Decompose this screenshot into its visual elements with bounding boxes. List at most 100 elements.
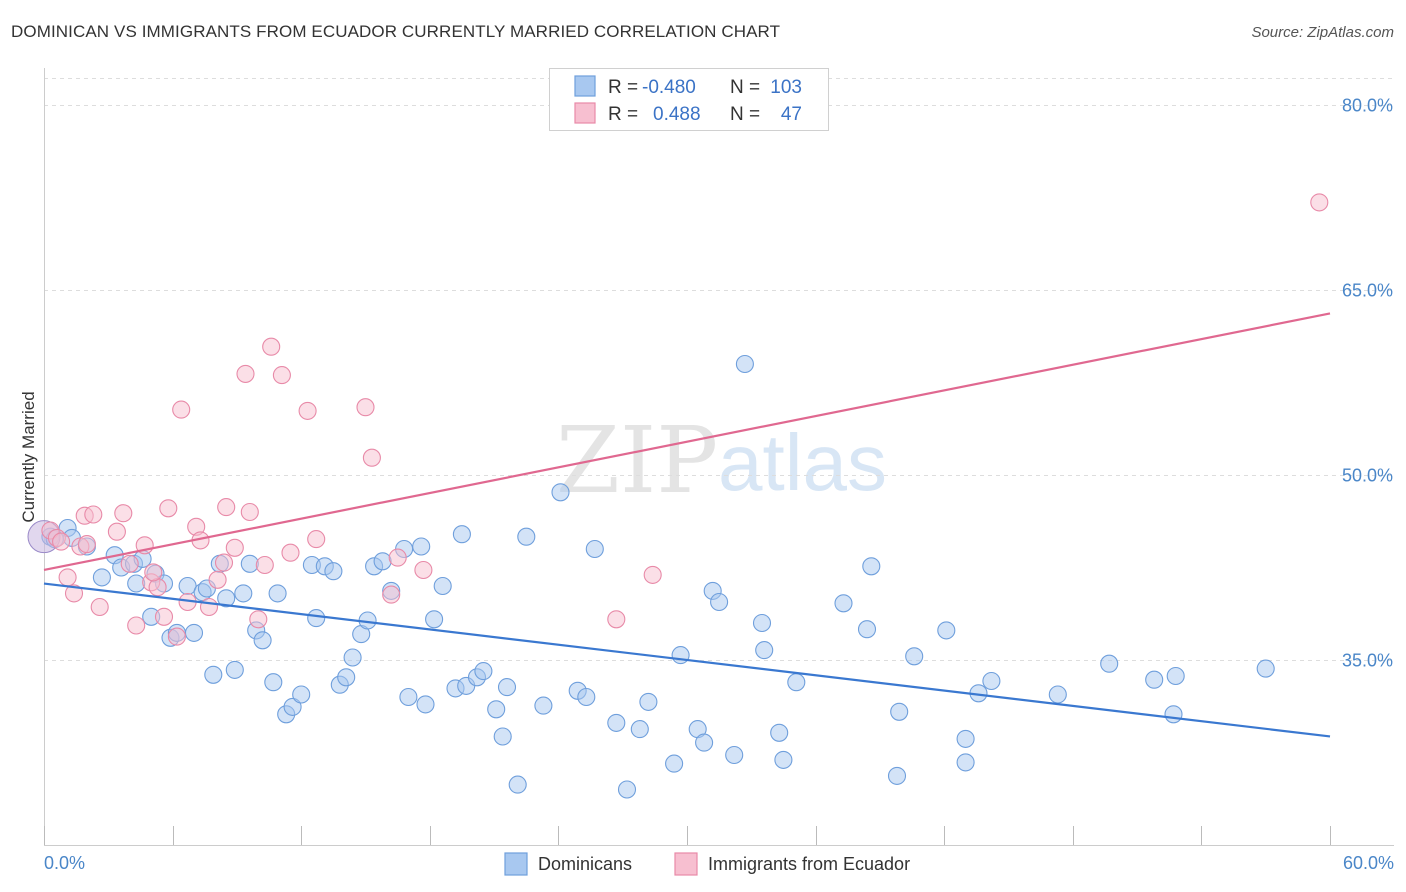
legend-n-label-1: N = (730, 77, 760, 98)
ecuador-point (84, 505, 103, 524)
bottom-legend-swatch-pink (674, 852, 698, 876)
ecuador-point (77, 535, 96, 554)
ecuador-point (240, 502, 259, 522)
ecuador-point (52, 532, 71, 551)
dominicans-point (890, 702, 909, 721)
ecuador-point (107, 522, 126, 541)
dominicans-point (184, 623, 204, 642)
x-tick-label-min: 0.0% (44, 853, 85, 873)
ecuador-point (281, 543, 300, 562)
watermark-atlas: atlas (718, 418, 887, 507)
dominicans-point (433, 576, 452, 596)
ecuador-point (272, 366, 291, 385)
ecuador-point (356, 398, 375, 417)
ecuador-point (307, 530, 326, 549)
bottom-legend-swatch-blue (504, 852, 528, 876)
legend-swatch-blue (574, 75, 596, 97)
dominicans-point (834, 594, 853, 613)
dominicans-point (982, 671, 1001, 691)
ecuador-point (208, 570, 227, 589)
ecuador-point (172, 400, 191, 419)
dominicans-point (240, 554, 259, 573)
ecuador-point (120, 554, 139, 573)
dominicans-point (127, 574, 146, 593)
dominicans-point (324, 562, 343, 581)
dominicans-point (752, 613, 772, 633)
legend-n-value-2: 47 (781, 104, 802, 125)
dominicans-trend-line (43, 582, 1331, 738)
dominicans-point (1166, 666, 1185, 686)
legend-r-label-2: R = (608, 104, 638, 125)
dominicans-point (665, 754, 684, 773)
dominicans-point (373, 552, 392, 571)
dominicans-point (234, 584, 253, 603)
dominicans-point (474, 662, 493, 681)
dominicans-point (956, 753, 975, 772)
dominicans-point (887, 766, 907, 785)
chart-title: DOMINICAN VS IMMIGRANTS FROM ECUADOR CUR… (11, 22, 781, 41)
stats-legend: R = -0.480 N = 103 R = 0.488 N = 47 (549, 68, 829, 131)
legend-n-label-2: N = (730, 104, 760, 125)
dominicans-point (534, 696, 553, 715)
ecuador-point (58, 568, 77, 587)
bottom-legend-label-dominicans: Dominicans (538, 854, 632, 874)
dominicans-point (268, 584, 287, 603)
dominicans-point (585, 539, 604, 559)
dominicans-point (735, 354, 754, 374)
dominicans-point (452, 525, 471, 544)
y-tick-label: 80.0% (1342, 96, 1393, 116)
dominicans-point (178, 576, 197, 596)
dominicans-point (92, 568, 111, 587)
ecuador-point (199, 597, 219, 617)
y-tick-label: 65.0% (1342, 281, 1393, 301)
dominicans-point (905, 647, 924, 666)
dominicans-point (508, 775, 527, 794)
ecuador-point (1310, 193, 1329, 212)
dominicans-point (695, 733, 714, 752)
ecuador-point (154, 607, 174, 626)
dominicans-point (204, 665, 223, 684)
dominicans-point (551, 483, 570, 502)
legend-r-value-1: -0.480 (642, 77, 696, 98)
dominicans-point (1048, 685, 1067, 704)
dominicans-point (774, 750, 793, 769)
watermark: ZIP atlas (556, 407, 887, 514)
dominicans-point (416, 695, 435, 714)
ecuador-point (159, 499, 178, 518)
dominicans-point (755, 641, 774, 660)
dominicans-point (1164, 705, 1183, 724)
dominicans-point (264, 673, 283, 692)
ecuador-point (236, 364, 255, 383)
ecuador-trend-line (43, 312, 1331, 572)
dominicans-point (1145, 670, 1164, 689)
dominicans-point (425, 610, 444, 629)
dominicans-point (337, 668, 356, 687)
dominicans-point (956, 729, 975, 748)
dominicans-point (617, 780, 637, 799)
ecuador-point (114, 504, 133, 523)
y-tick-label: 35.0% (1342, 651, 1393, 671)
ecuador-point (249, 610, 268, 629)
dominicans-point (725, 745, 744, 765)
watermark-zip: ZIP (556, 407, 718, 514)
bottom-legend-label-ecuador: Immigrants from Ecuador (708, 854, 910, 874)
ecuador-point (643, 565, 662, 584)
dominicans-point (217, 589, 236, 608)
dominicans-point (412, 537, 431, 556)
ecuador-point (414, 560, 433, 580)
legend-r-label-1: R = (608, 77, 638, 98)
dominicans-point (787, 673, 806, 692)
dominicans-point (225, 660, 244, 679)
ecuador-point (255, 555, 274, 575)
ecuador-point (607, 610, 626, 629)
trend-lines (43, 312, 1331, 738)
ecuador-point (362, 448, 381, 467)
y-tick-labels: 35.0% 50.0% 65.0% 80.0% (1342, 96, 1393, 671)
dominicans-point (577, 687, 596, 707)
stats-legend-box (549, 68, 829, 131)
ecuador-point (388, 548, 407, 567)
source-label: Source: ZipAtlas.com (1251, 24, 1394, 41)
dominicans-point (937, 621, 956, 640)
x-ticks (44, 826, 1331, 845)
y-axis-title: Currently Married (19, 391, 38, 522)
